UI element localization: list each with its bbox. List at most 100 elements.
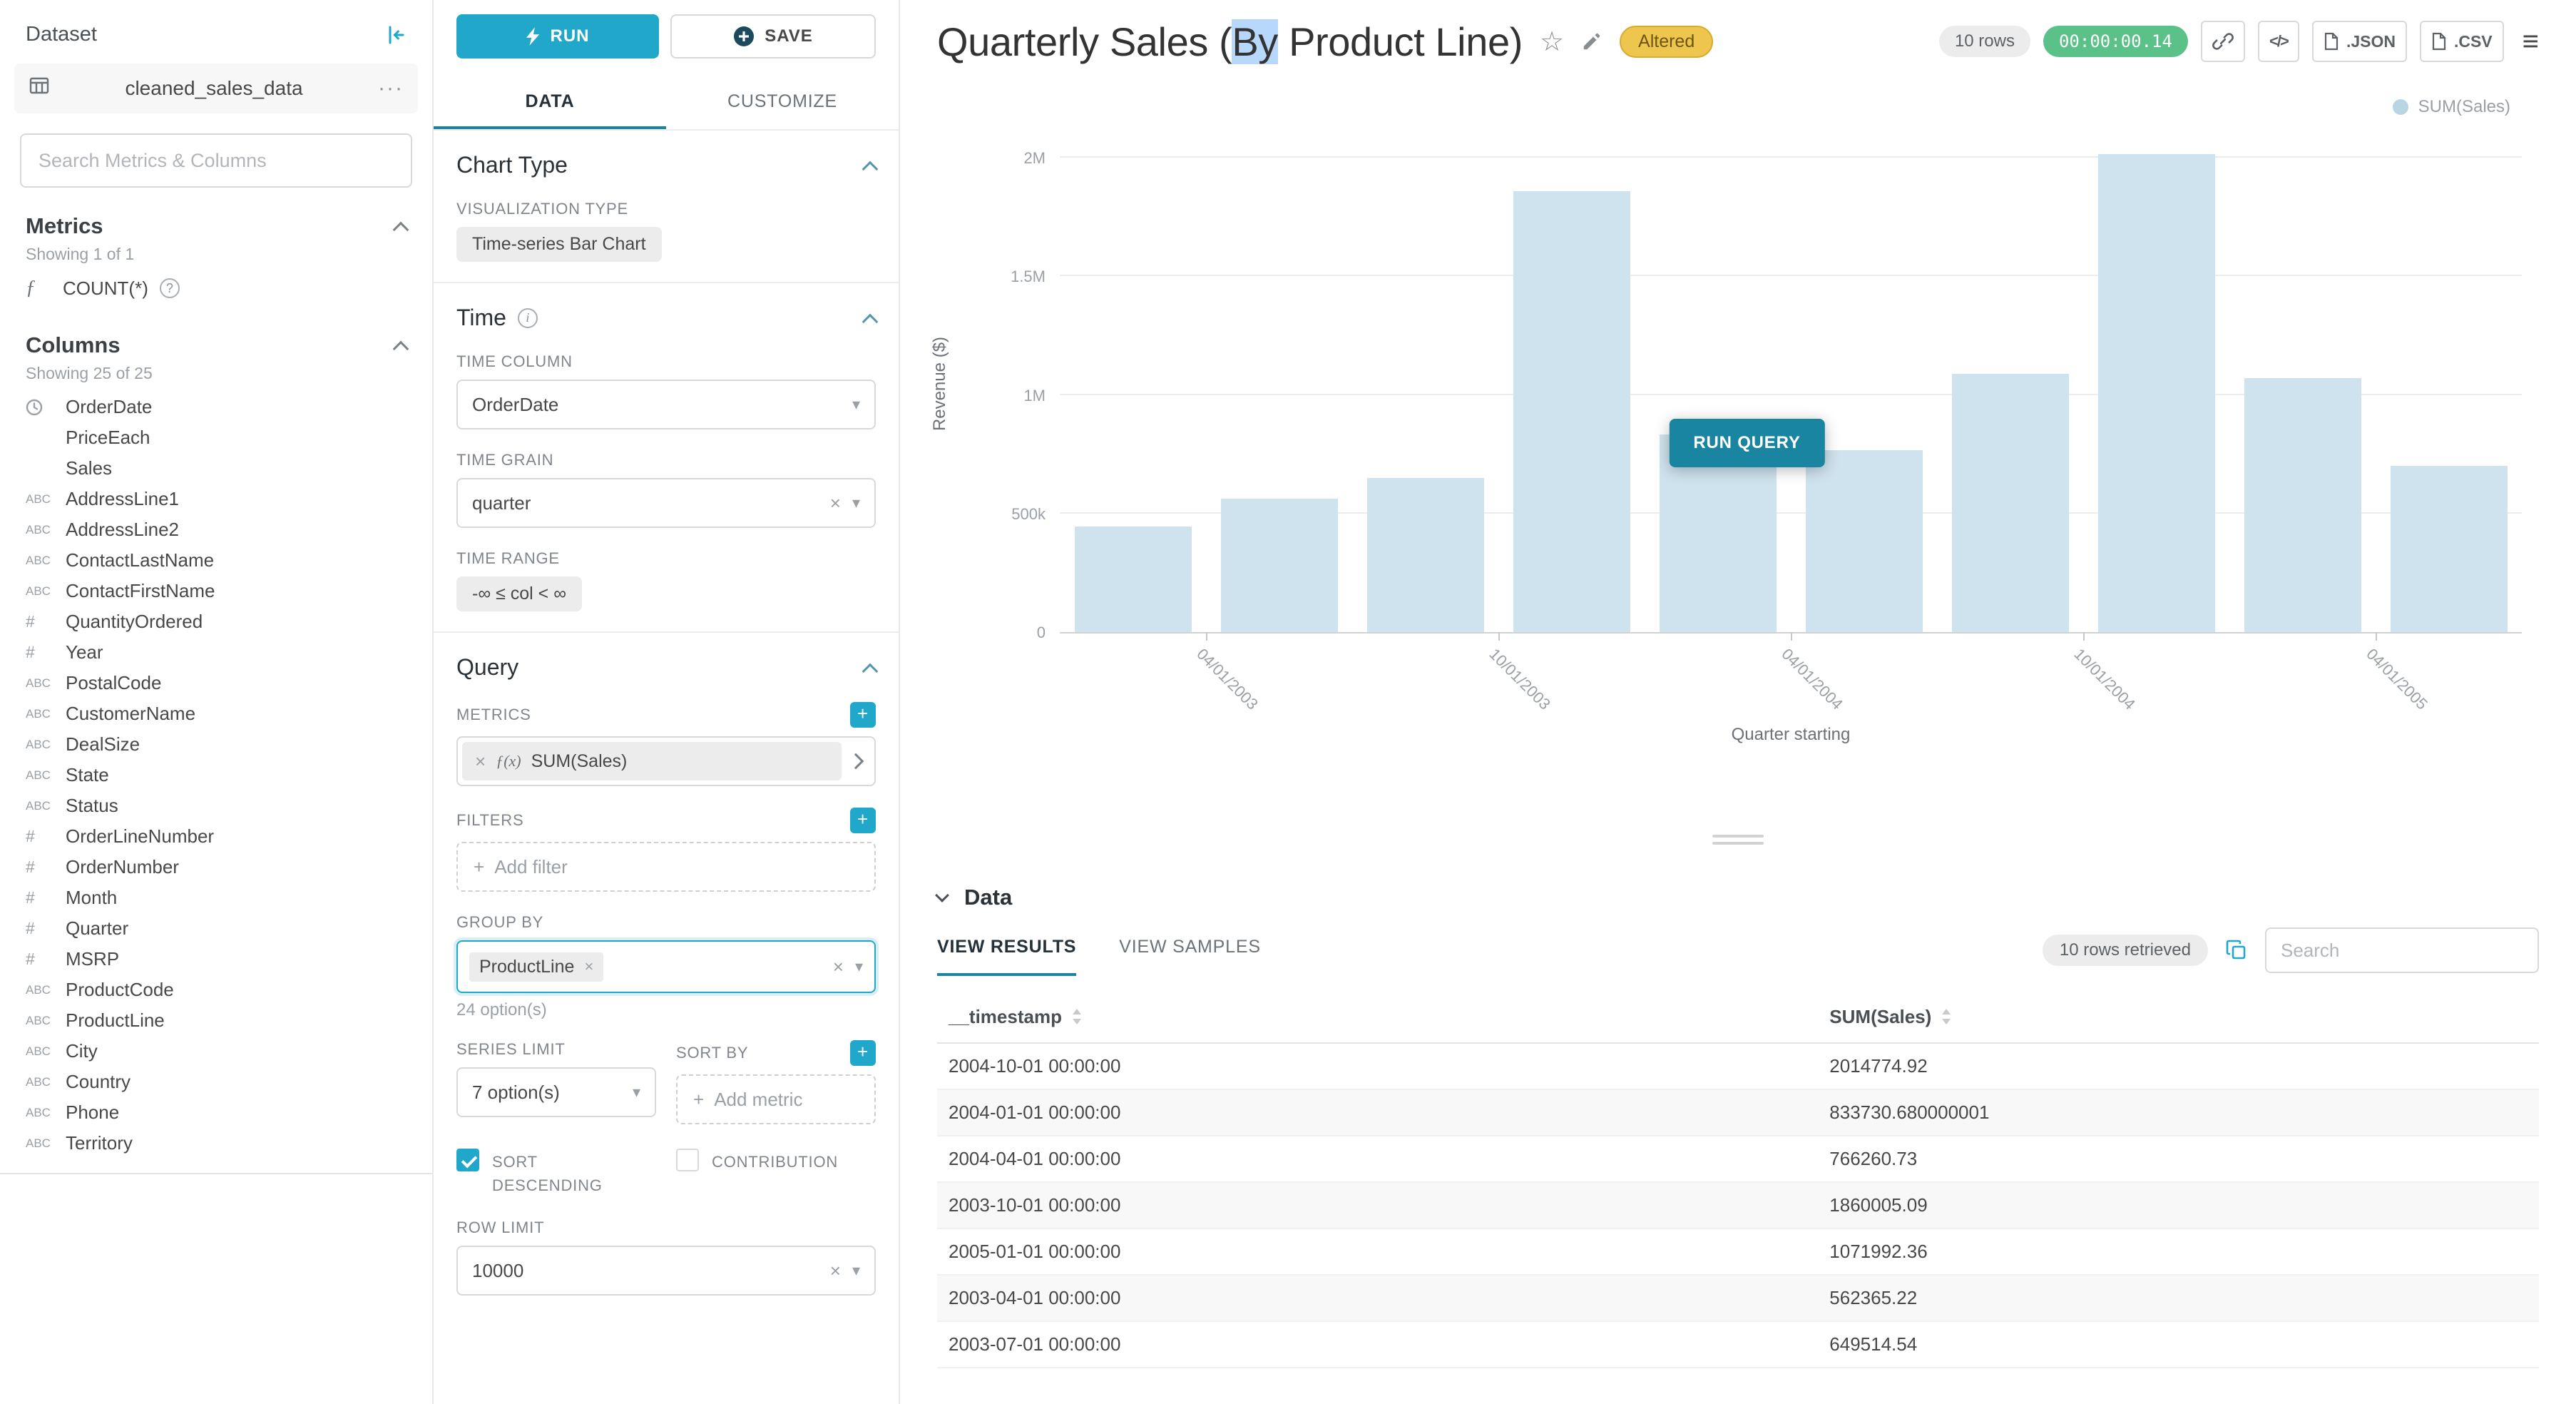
sort-descending-checkbox[interactable]: SORT DESCENDING: [456, 1149, 656, 1197]
bar[interactable]: [1659, 434, 1777, 632]
column-item[interactable]: # OrderLineNumber: [0, 821, 432, 852]
help-icon[interactable]: ?: [159, 278, 180, 298]
viz-type-value[interactable]: Time-series Bar Chart: [456, 227, 662, 262]
column-item[interactable]: ABC Territory: [0, 1128, 432, 1159]
bar[interactable]: [1513, 190, 1630, 632]
column-item[interactable]: ABC Phone: [0, 1097, 432, 1128]
column-item[interactable]: # OrderNumber: [0, 852, 432, 882]
bar[interactable]: [2244, 377, 2361, 632]
add-sort-metric-button[interactable]: +: [850, 1040, 876, 1066]
chart-main-area: Quarterly Sales (By Product Line) ☆ Alte…: [900, 0, 2576, 1404]
gridline: [1060, 275, 2522, 277]
clear-icon[interactable]: ×: [832, 955, 844, 977]
altered-badge[interactable]: Altered: [1620, 25, 1714, 58]
bar[interactable]: [1951, 373, 2069, 632]
chevron-up-icon[interactable]: [862, 161, 879, 177]
add-filter-button[interactable]: +: [850, 808, 876, 833]
column-header-sum-sales[interactable]: SUM(Sales): [1818, 993, 2539, 1044]
remove-metric-icon[interactable]: ×: [475, 750, 486, 772]
column-item[interactable]: ABC CustomerName: [0, 698, 432, 729]
column-item[interactable]: ABC Status: [0, 790, 432, 821]
row-limit-select[interactable]: 10000 × ▾: [456, 1246, 876, 1296]
group-by-chip[interactable]: ProductLine ×: [469, 952, 604, 982]
favorite-star-icon[interactable]: ☆: [1539, 26, 1565, 57]
add-sort-metric-dropzone[interactable]: + Add metric: [676, 1074, 876, 1124]
clear-icon[interactable]: ×: [829, 1259, 841, 1281]
sort-icon[interactable]: [1072, 1007, 1082, 1029]
bar[interactable]: [1074, 526, 1192, 632]
save-button[interactable]: SAVE: [670, 14, 876, 58]
column-item[interactable]: ABC ProductCode: [0, 975, 432, 1005]
info-icon[interactable]: i: [517, 307, 538, 328]
contribution-checkbox[interactable]: CONTRIBUTION: [676, 1149, 876, 1197]
results-search-input[interactable]: [2265, 927, 2539, 973]
chevron-up-icon[interactable]: [862, 313, 879, 330]
metric-item[interactable]: ƒ COUNT(*) ?: [0, 273, 432, 304]
bar[interactable]: [1220, 499, 1338, 632]
add-filter-dropzone[interactable]: + Add filter: [456, 842, 876, 892]
metric-chip[interactable]: × ƒ(x) SUM(Sales): [462, 742, 842, 780]
column-item[interactable]: PriceEach: [0, 422, 432, 453]
chevron-right-icon[interactable]: [847, 753, 864, 770]
dataset-selector[interactable]: cleaned_sales_data ···: [14, 63, 418, 113]
time-grain-select[interactable]: quarter × ▾: [456, 478, 876, 528]
run-button[interactable]: RUN: [456, 14, 659, 58]
time-column-select[interactable]: OrderDate ▾: [456, 380, 876, 429]
column-item[interactable]: OrderDate: [0, 392, 432, 422]
column-item[interactable]: ABC ContactLastName: [0, 545, 432, 576]
column-item[interactable]: # Year: [0, 637, 432, 668]
column-item[interactable]: # QuantityOrdered: [0, 606, 432, 637]
clear-icon[interactable]: ×: [829, 492, 841, 514]
time-range-value[interactable]: -∞ ≤ col < ∞: [456, 576, 583, 611]
chart-title[interactable]: Quarterly Sales (By Product Line): [937, 19, 1523, 64]
collapse-panel-icon[interactable]: [385, 24, 407, 46]
column-header-timestamp[interactable]: __timestamp: [937, 993, 1819, 1044]
remove-chip-icon[interactable]: ×: [584, 957, 594, 975]
tab-view-samples[interactable]: VIEW SAMPLES: [1119, 936, 1261, 957]
tab-view-results[interactable]: VIEW RESULTS: [937, 937, 1077, 976]
bar[interactable]: [2390, 466, 2508, 632]
run-query-button[interactable]: RUN QUERY: [1669, 418, 1825, 467]
share-link-button[interactable]: [2200, 21, 2245, 62]
chevron-down-icon[interactable]: [935, 888, 949, 902]
column-item[interactable]: ABC PostalCode: [0, 668, 432, 698]
column-item[interactable]: ABC State: [0, 760, 432, 790]
tab-customize[interactable]: CUSTOMIZE: [727, 91, 837, 111]
edit-title-icon[interactable]: [1581, 31, 1603, 52]
column-item[interactable]: ABC AddressLine2: [0, 514, 432, 545]
column-item[interactable]: # Quarter: [0, 913, 432, 944]
more-menu-icon[interactable]: ≡: [2522, 25, 2539, 57]
column-item[interactable]: ABC ProductLine: [0, 1005, 432, 1036]
download-json-button[interactable]: .JSON: [2311, 21, 2407, 62]
chevron-up-icon[interactable]: [862, 663, 879, 679]
bar[interactable]: [1805, 450, 1923, 632]
column-item[interactable]: ABC Country: [0, 1067, 432, 1097]
checkbox-unchecked-icon[interactable]: [676, 1149, 699, 1171]
column-item[interactable]: # Month: [0, 882, 432, 913]
panel-resize-handle[interactable]: [1707, 829, 1769, 850]
chevron-up-icon[interactable]: [392, 340, 409, 357]
group-by-select[interactable]: ProductLine × × ▾: [456, 940, 876, 993]
download-csv-button[interactable]: .CSV: [2419, 21, 2504, 62]
column-item[interactable]: # MSRP: [0, 944, 432, 975]
column-item[interactable]: ABC DealSize: [0, 729, 432, 760]
column-item[interactable]: ABC City: [0, 1036, 432, 1067]
series-limit-select[interactable]: 7 option(s) ▾: [456, 1067, 656, 1117]
metrics-columns-search-input[interactable]: [20, 133, 412, 188]
checkbox-checked-icon[interactable]: [456, 1149, 479, 1171]
copy-icon[interactable]: [2225, 939, 2248, 962]
tab-data[interactable]: DATA: [434, 78, 666, 129]
column-item[interactable]: ABC ContactFirstName: [0, 576, 432, 606]
add-metric-button[interactable]: +: [850, 702, 876, 728]
dataset-options-icon[interactable]: ···: [378, 76, 404, 100]
embed-code-button[interactable]: </>: [2257, 21, 2299, 62]
chart-legend[interactable]: SUM(Sales): [2392, 97, 2510, 117]
abc-icon: ABC: [26, 1074, 51, 1089]
chevron-up-icon[interactable]: [392, 221, 409, 238]
column-item[interactable]: Sales: [0, 453, 432, 484]
bar[interactable]: [2097, 154, 2215, 632]
bar[interactable]: [1366, 478, 1484, 632]
x-axis-tick: [1498, 632, 1500, 641]
sort-icon[interactable]: [1941, 1007, 1951, 1029]
column-item[interactable]: ABC AddressLine1: [0, 484, 432, 514]
